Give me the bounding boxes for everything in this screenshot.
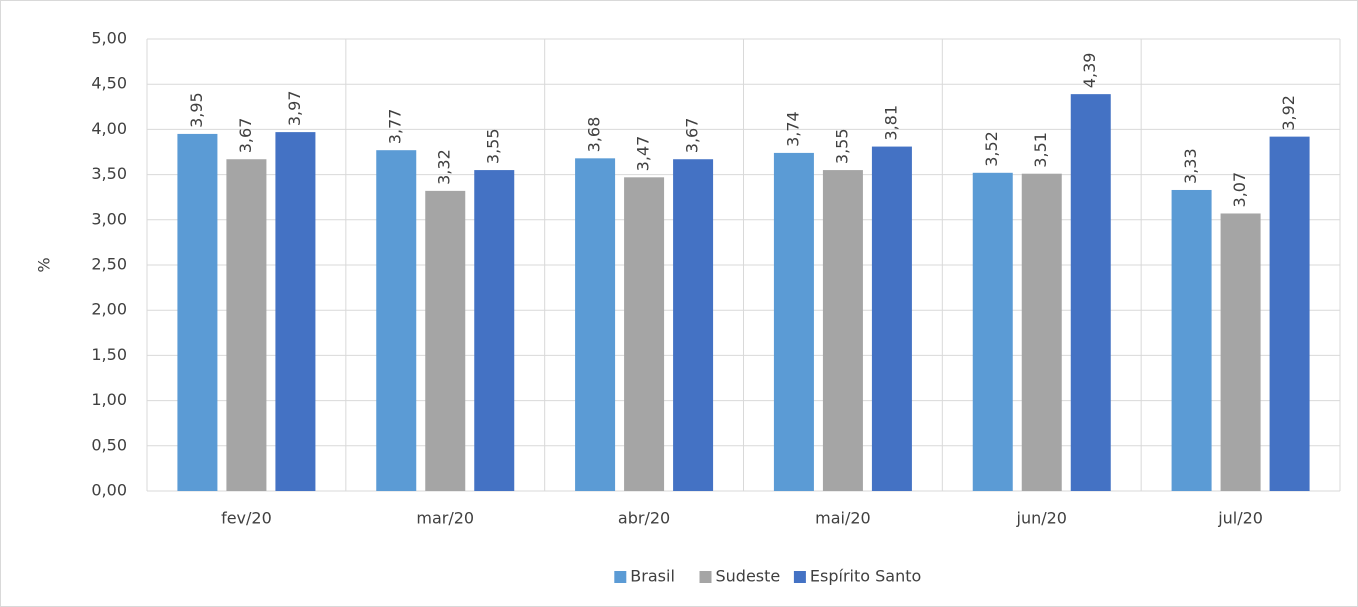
legend-swatch bbox=[793, 571, 806, 583]
x-tick-label: mai/20 bbox=[815, 509, 871, 528]
bar bbox=[1070, 94, 1111, 492]
bar bbox=[474, 170, 515, 491]
bar bbox=[822, 170, 863, 491]
data-label: 3,81 bbox=[881, 105, 900, 141]
data-label: 3,47 bbox=[634, 136, 653, 172]
bar bbox=[773, 152, 814, 492]
bar bbox=[575, 158, 616, 491]
y-tick-label: 3,50 bbox=[91, 164, 127, 183]
bar bbox=[871, 146, 912, 492]
data-label: 3,74 bbox=[783, 111, 802, 147]
y-tick-label: 0,50 bbox=[91, 435, 127, 454]
bar bbox=[624, 177, 665, 491]
bar bbox=[673, 159, 714, 491]
y-tick-label: 4,00 bbox=[91, 119, 127, 138]
legend-label: Sudeste bbox=[716, 567, 781, 586]
data-label: 3,32 bbox=[435, 149, 454, 185]
y-tick-label: 2,50 bbox=[91, 255, 127, 274]
x-tick-label: jun/20 bbox=[1016, 509, 1067, 528]
x-tick-label: jul/20 bbox=[1217, 509, 1263, 528]
y-tick-label: 1,00 bbox=[91, 390, 127, 409]
bar bbox=[1269, 136, 1310, 491]
x-tick-label: abr/20 bbox=[618, 509, 670, 528]
bar bbox=[226, 159, 267, 491]
data-label: 3,07 bbox=[1230, 172, 1249, 208]
data-label: 3,33 bbox=[1181, 148, 1200, 184]
bar bbox=[1171, 189, 1212, 491]
x-tick-label: mar/20 bbox=[416, 509, 474, 528]
y-axis-label: % bbox=[35, 257, 54, 272]
data-label: 3,92 bbox=[1279, 95, 1298, 131]
legend-swatch bbox=[614, 571, 627, 583]
bar bbox=[177, 133, 218, 492]
data-label: 3,67 bbox=[683, 118, 702, 154]
data-label: 3,67 bbox=[236, 118, 255, 154]
data-label: 3,77 bbox=[386, 109, 405, 145]
bar bbox=[425, 190, 466, 491]
y-tick-label: 1,50 bbox=[91, 345, 127, 364]
bar bbox=[972, 172, 1013, 492]
y-tick-label: 0,00 bbox=[91, 481, 127, 500]
bar bbox=[1021, 173, 1062, 492]
bar bbox=[376, 150, 417, 491]
data-label: 3,95 bbox=[187, 92, 206, 128]
data-label: 3,55 bbox=[484, 128, 503, 164]
data-label: 3,97 bbox=[285, 90, 304, 126]
data-label: 3,68 bbox=[585, 117, 604, 153]
y-tick-label: 2,00 bbox=[91, 300, 127, 319]
data-label: 4,39 bbox=[1080, 53, 1099, 89]
legend-label: Brasil bbox=[630, 567, 675, 586]
data-label: 3,55 bbox=[832, 128, 851, 164]
data-label: 3,51 bbox=[1031, 132, 1050, 168]
x-tick-label: fev/20 bbox=[221, 509, 272, 528]
bar bbox=[275, 132, 316, 491]
legend-label: Espírito Santo bbox=[810, 567, 921, 586]
bar bbox=[1220, 213, 1261, 492]
data-label: 3,52 bbox=[982, 131, 1001, 167]
y-tick-label: 5,00 bbox=[91, 29, 127, 48]
legend-swatch bbox=[699, 571, 712, 583]
y-tick-label: 3,00 bbox=[91, 209, 127, 228]
y-tick-label: 4,50 bbox=[91, 74, 127, 93]
